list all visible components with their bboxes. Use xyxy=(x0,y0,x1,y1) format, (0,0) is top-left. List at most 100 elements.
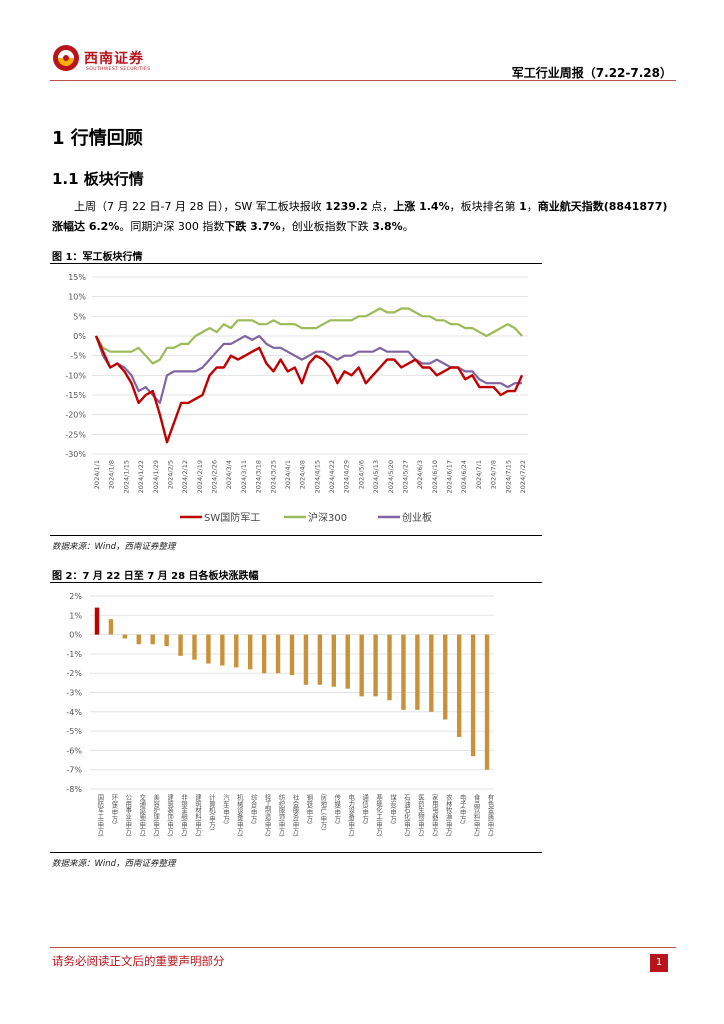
para-text: ，板块排名第 xyxy=(449,200,520,213)
para-bold: 商业航天指数(8841877)涨幅达 6.2% xyxy=(52,200,668,233)
para-bold: 1 xyxy=(519,200,527,213)
y-tick-label: 0% xyxy=(69,631,82,640)
x-tick-label: 2024/2/26 xyxy=(211,460,219,493)
x-category-label: 房地产(申万) xyxy=(319,793,326,831)
x-category-label: 农林牧渔(申万) xyxy=(445,793,452,837)
para-text: 点， xyxy=(367,200,394,213)
para-bold: 3.8% xyxy=(372,220,403,233)
bar xyxy=(164,634,169,647)
series-line xyxy=(94,335,524,444)
company-subname: SOUTHWEST SECURITIES xyxy=(86,67,151,72)
report-title: 军工行业周报（7.22-7.28） xyxy=(511,66,672,80)
x-tick-label: 2024/1/22 xyxy=(137,460,145,493)
x-category-label: 环保(申万) xyxy=(110,794,117,825)
y-tick-label: -20% xyxy=(65,411,86,420)
x-category-label: 汽车(申万) xyxy=(222,793,229,825)
x-category-label: 传媒(申万) xyxy=(333,793,340,825)
x-tick-label: 2024/6/3 xyxy=(416,460,424,489)
x-tick-label: 2024/2/5 xyxy=(166,460,174,489)
x-tick-label: 2024/5/13 xyxy=(372,460,380,493)
x-category-label: 电力设备(申万) xyxy=(347,793,354,837)
bar xyxy=(456,634,462,737)
x-tick-label: 2024/1/8 xyxy=(108,460,116,489)
legend-label: 沪深300 xyxy=(308,511,347,524)
section-subheading: 1.1 板块行情 xyxy=(52,170,144,188)
y-tick-label: 5% xyxy=(73,312,86,321)
figure2-top-rule xyxy=(50,582,542,583)
x-tick-label: 2024/4/1 xyxy=(284,460,292,489)
footer-disclaimer: 请务必阅读正文后的重要声明部分 xyxy=(52,954,225,968)
x-category-label: 交通运输(申万) xyxy=(138,793,145,837)
x-tick-label: 2024/6/24 xyxy=(460,460,468,493)
para-text: 。同期沪深 300 指数 xyxy=(119,220,225,233)
x-tick-label: 2024/3/4 xyxy=(225,460,233,489)
y-tick-label: -8% xyxy=(66,785,82,794)
logo-emblem-icon xyxy=(53,45,79,71)
bar xyxy=(303,634,309,685)
para-bold: 上涨 1.4% xyxy=(393,200,450,213)
bar xyxy=(415,634,420,710)
y-tick-label: -6% xyxy=(66,746,82,755)
para-text: ， xyxy=(526,200,538,213)
bar xyxy=(108,619,114,635)
figure2-bottom-rule xyxy=(50,852,542,853)
x-category-label: 医药生物(申万) xyxy=(417,794,424,837)
bar xyxy=(220,634,225,666)
para-bold: 1239.2 xyxy=(325,200,368,213)
legend-label: SW国防军工 xyxy=(204,511,260,524)
page-number: 1 xyxy=(650,954,668,972)
company-name: 西南证券 xyxy=(84,51,144,67)
x-tick-label: 2024/6/10 xyxy=(431,460,439,493)
x-tick-label: 2024/1/1 xyxy=(93,460,101,489)
y-tick-label: 1% xyxy=(69,611,82,620)
x-tick-label: 2024/4/22 xyxy=(328,460,336,493)
y-tick-label: -1% xyxy=(66,650,82,659)
company-logo xyxy=(52,44,80,72)
x-category-label: 综合(申万) xyxy=(250,793,257,825)
bar xyxy=(192,634,197,660)
x-tick-label: 2024/5/20 xyxy=(387,460,395,493)
y-tick-label: 10% xyxy=(68,293,86,302)
bar xyxy=(401,634,406,710)
x-category-label: 计算机(申万) xyxy=(208,793,215,831)
y-tick-label: -5% xyxy=(70,352,86,361)
bar xyxy=(387,634,392,701)
y-tick-label: -25% xyxy=(65,430,86,439)
figure2-source: 数据来源：Wind，西南证券整理 xyxy=(52,859,176,869)
x-category-label: 钢铁(申万) xyxy=(305,794,312,825)
x-category-label: 建筑装饰(申万) xyxy=(166,793,173,837)
x-tick-label: 2024/2/12 xyxy=(181,460,189,493)
bar xyxy=(150,634,155,645)
x-category-label: 石油石化(申万) xyxy=(403,794,410,837)
bar xyxy=(178,634,183,656)
x-category-label: 纺织服饰(申万) xyxy=(278,793,285,837)
x-tick-label: 2024/7/15 xyxy=(504,460,512,493)
x-category-label: 非银金融(申万) xyxy=(180,793,187,837)
x-category-label: 食品饮料(申万) xyxy=(473,793,480,837)
y-tick-label: -7% xyxy=(66,766,82,775)
x-category-label: 美容护理(申万) xyxy=(152,793,159,837)
figure2-title: 图 2：7 月 22 日至 7 月 28 日各板块涨跌幅 xyxy=(52,571,259,582)
x-tick-label: 2024/1/29 xyxy=(152,460,160,493)
x-category-label: 通信(申万) xyxy=(361,793,368,825)
x-tick-label: 2024/3/25 xyxy=(269,460,277,493)
y-tick-label: 15% xyxy=(68,273,86,282)
y-tick-label: -3% xyxy=(66,689,82,698)
bar xyxy=(317,634,323,685)
line-chart: 15% 10% 5% 0% -5% -10% -15% -20% -25% -30% 2024/1/… xyxy=(65,273,528,524)
bar xyxy=(359,634,364,697)
x-tick-label: 2024/1/15 xyxy=(122,460,130,493)
bar-chart: 2% 1% 0% -1% -2% -3% -4% -5% -6% -7% -8% 国防军工(申万) 环保… xyxy=(66,592,494,837)
x-tick-label: 2024/7/1 xyxy=(475,460,483,489)
series-line xyxy=(95,307,523,365)
y-tick-label: 0% xyxy=(73,332,86,341)
bar xyxy=(122,634,128,639)
summary-paragraph: 上周（7 月 22 日-7 月 28 日），SW 军工板块报收 1239.2 点… xyxy=(52,197,674,237)
para-text: ，创业板指数下跌 xyxy=(280,220,373,233)
x-category-label: 电子(申万) xyxy=(459,793,466,825)
x-tick-label: 2024/4/8 xyxy=(299,460,307,489)
x-category-label: 家用电器(申万) xyxy=(431,793,438,837)
bar xyxy=(470,634,476,757)
x-category-label: 基础化工(申万) xyxy=(375,793,382,837)
section-heading: 1 行情回顾 xyxy=(52,128,143,149)
